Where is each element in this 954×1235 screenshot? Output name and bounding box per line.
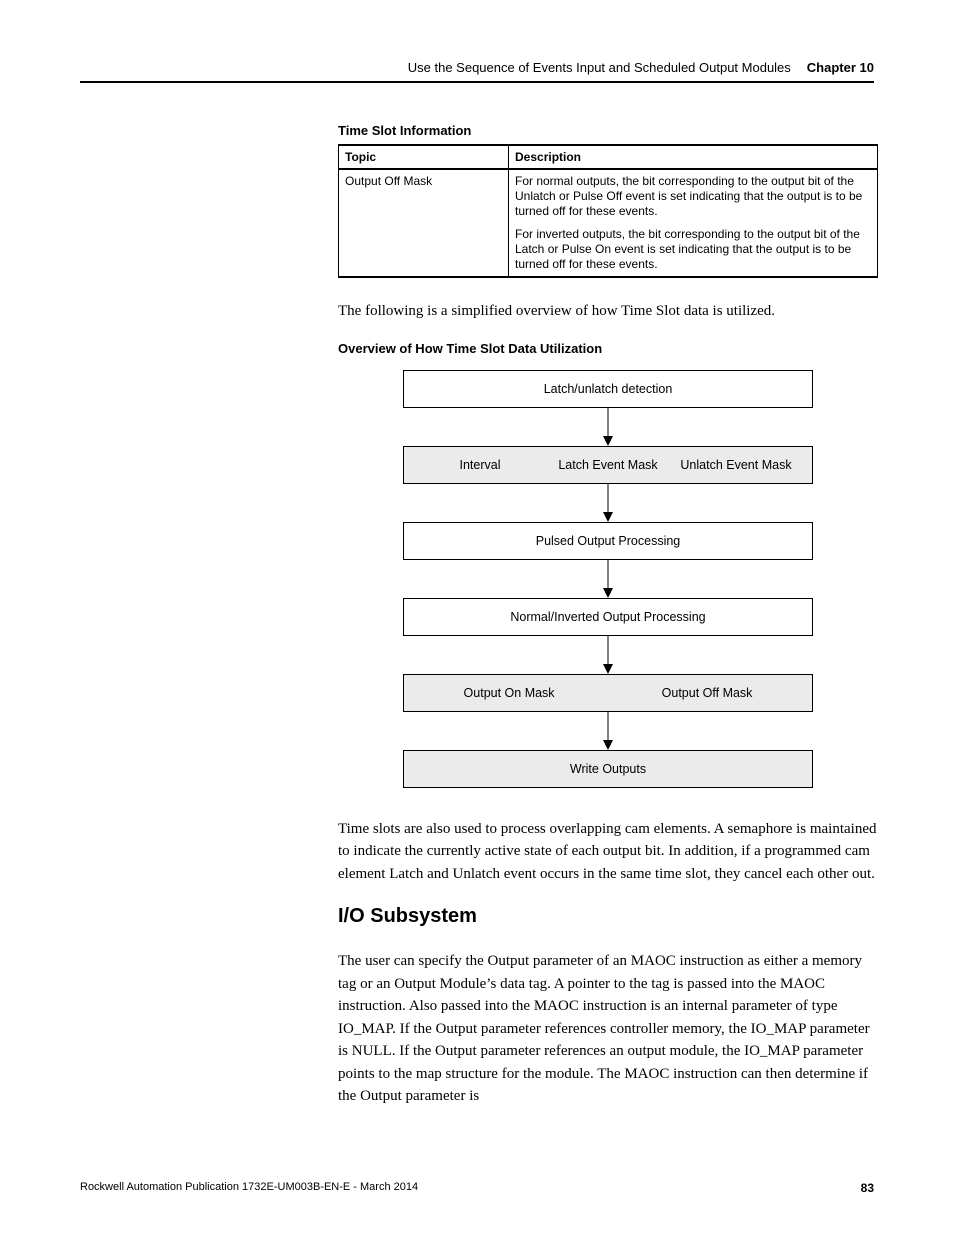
section-heading-io-subsystem: I/O Subsystem (338, 905, 878, 928)
table-header-topic: Topic (339, 145, 509, 169)
flow-arrow (403, 560, 813, 598)
time-slot-info-table: Topic Description Output Off Mask For no… (338, 144, 878, 278)
table-desc-p1: For normal outputs, the bit correspondin… (515, 174, 871, 219)
table-header-description: Description (509, 145, 878, 169)
flow-arrow (403, 484, 813, 522)
running-header: Use the Sequence of Events Input and Sch… (80, 60, 874, 83)
flow-caption: Overview of How Time Slot Data Utilizati… (338, 341, 878, 356)
flow-node-latch-detection: Latch/unlatch detection (403, 370, 813, 408)
flow-node-pulsed-output: Pulsed Output Processing (403, 522, 813, 560)
flow-node-output-masks-row: Output On Mask Output Off Mask (403, 674, 813, 712)
flow-node-output-off-mask: Output Off Mask (662, 686, 753, 700)
table-cell-topic: Output Off Mask (339, 169, 509, 277)
running-header-title: Use the Sequence of Events Input and Sch… (408, 60, 791, 75)
table-header-row: Topic Description (339, 145, 878, 169)
table-caption: Time Slot Information (338, 123, 878, 138)
footer-publication: Rockwell Automation Publication 1732E-UM… (80, 1181, 418, 1195)
flow-node-unlatch-mask: Unlatch Event Mask (672, 458, 800, 472)
flow-node-masks-row: Interval Latch Event Mask Unlatch Event … (403, 446, 813, 484)
flowchart: Latch/unlatch detection Interval Latch E… (403, 370, 813, 788)
paragraph-io-subsystem: The user can specify the Output paramete… (338, 950, 878, 1108)
flow-node-interval: Interval (416, 458, 544, 472)
flow-node-normal-inverted: Normal/Inverted Output Processing (403, 598, 813, 636)
running-header-chapter: Chapter 10 (807, 60, 874, 75)
footer-page-number: 83 (861, 1181, 874, 1195)
table-desc-p2: For inverted outputs, the bit correspond… (515, 227, 871, 272)
paragraph-timeslots: Time slots are also used to process over… (338, 818, 878, 886)
flow-node-write-outputs: Write Outputs (403, 750, 813, 788)
flow-node-output-on-mask: Output On Mask (464, 686, 555, 700)
flow-arrow (403, 408, 813, 446)
flow-arrow (403, 712, 813, 750)
paragraph-intro: The following is a simplified overview o… (338, 300, 878, 323)
table-cell-description: For normal outputs, the bit correspondin… (509, 169, 878, 277)
flow-arrow (403, 636, 813, 674)
table-row: Output Off Mask For normal outputs, the … (339, 169, 878, 277)
page-footer: Rockwell Automation Publication 1732E-UM… (80, 1181, 874, 1195)
flow-node-latch-mask: Latch Event Mask (544, 458, 672, 472)
